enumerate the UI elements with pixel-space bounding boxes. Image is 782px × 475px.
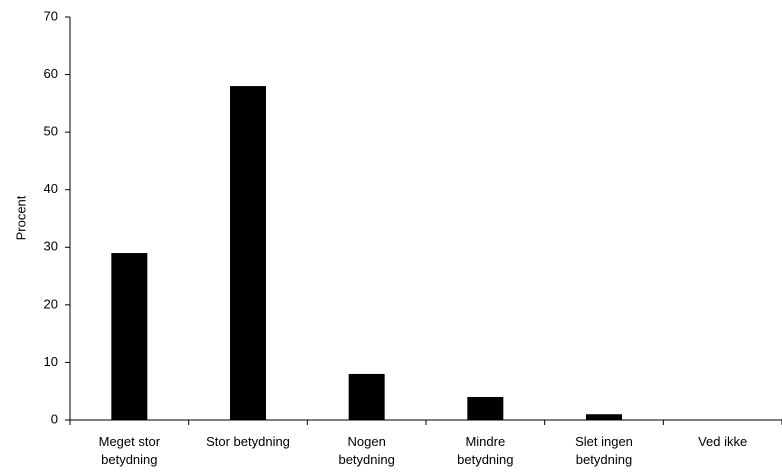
- x-category-label: Slet ingen betydning: [575, 434, 633, 467]
- bar: [230, 86, 266, 420]
- y-tick-label: 20: [44, 296, 58, 311]
- bar: [111, 253, 148, 420]
- x-category-label-line: betydning: [338, 452, 394, 467]
- x-category-label-line: betydning: [457, 452, 513, 467]
- x-category-label: Stor betydning: [206, 434, 290, 449]
- x-category-label-line: Stor betydning: [206, 434, 290, 449]
- x-category-label-line: Slet ingen: [575, 434, 633, 449]
- x-category-label: Nogen betydning: [338, 434, 394, 467]
- bar: [586, 414, 622, 420]
- x-category-label-line: Ved ikke: [698, 434, 747, 449]
- x-category-label: Mindre betydning: [457, 434, 513, 467]
- bar: [348, 373, 385, 420]
- x-category-label-line: betydning: [576, 452, 632, 467]
- category-labels: Meget stor betydning Stor betydning Nogen be…: [99, 434, 748, 467]
- y-tick-label: 50: [44, 124, 58, 139]
- y-tick-label: 10: [44, 354, 58, 369]
- y-tick-label: 40: [44, 181, 58, 196]
- y-axis-title: Procent: [13, 195, 28, 240]
- bar: [467, 396, 504, 420]
- x-category-label-line: betydning: [101, 452, 157, 467]
- x-category-label-line: Meget stor: [99, 434, 161, 449]
- x-category-label: Meget stor betydning: [99, 434, 161, 467]
- y-tick-label: 70: [44, 8, 58, 23]
- y-tick-label: 60: [44, 66, 58, 81]
- y-tick-label: 0: [51, 411, 58, 426]
- x-category-label: Ved ikke: [698, 434, 747, 449]
- bars: [111, 86, 622, 420]
- axes: 0 10 20 30 40 50 60 70: [44, 8, 782, 426]
- y-tick-label: 30: [44, 239, 58, 254]
- x-category-label-line: Mindre: [465, 434, 505, 449]
- x-category-label-line: Nogen: [348, 434, 386, 449]
